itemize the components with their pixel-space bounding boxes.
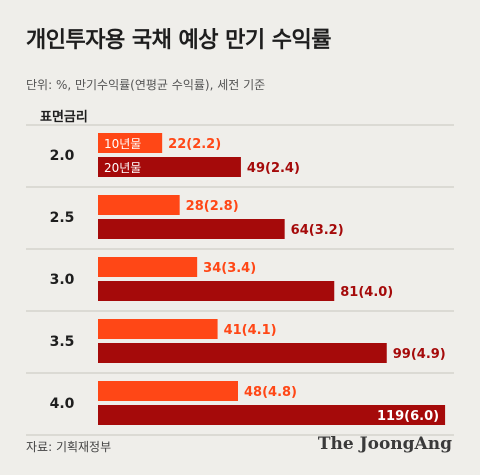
data-label: 41(4.1) — [224, 323, 277, 338]
chart-title: 개인투자용 국채 예상 만기 수익률 — [26, 28, 332, 53]
data-label: 64(3.2) — [291, 223, 344, 238]
category-label: 4.0 — [50, 396, 75, 412]
data-label: 81(4.0) — [340, 285, 393, 300]
data-label: 99(4.9) — [393, 347, 446, 362]
source-note: 자료: 기획재정부 — [26, 440, 112, 454]
brand-logo: The JoongAng — [317, 434, 452, 454]
bar-ten-year — [98, 195, 180, 215]
data-label: 28(2.8) — [186, 199, 239, 214]
data-label: 22(2.2) — [168, 137, 221, 152]
bar-twenty-year — [98, 219, 285, 239]
series-label: 10년물 — [104, 137, 141, 151]
chart-subtitle: 단위: %, 만기수익률(연평균 수익률), 세전 기준 — [26, 78, 266, 92]
bar-ten-year — [98, 381, 238, 401]
bar-ten-year — [98, 133, 163, 153]
bar-ten-year — [98, 257, 198, 277]
category-label: 2.0 — [50, 148, 75, 164]
category-label: 3.0 — [50, 272, 75, 288]
category-column-header: 표면금리 — [40, 110, 88, 125]
bar-twenty-year — [98, 343, 387, 363]
bar-twenty-year — [98, 281, 335, 301]
data-label: 48(4.8) — [244, 385, 297, 400]
category-label: 3.5 — [50, 334, 75, 350]
category-label: 2.5 — [50, 210, 75, 226]
series-label: 20년물 — [104, 161, 141, 175]
data-label: 119(6.0) — [377, 409, 439, 424]
bar-ten-year — [98, 319, 218, 339]
bar-twenty-year — [98, 157, 241, 177]
bar-twenty-year — [98, 405, 446, 425]
data-label: 49(2.4) — [247, 161, 300, 176]
data-label: 34(3.4) — [203, 261, 256, 276]
